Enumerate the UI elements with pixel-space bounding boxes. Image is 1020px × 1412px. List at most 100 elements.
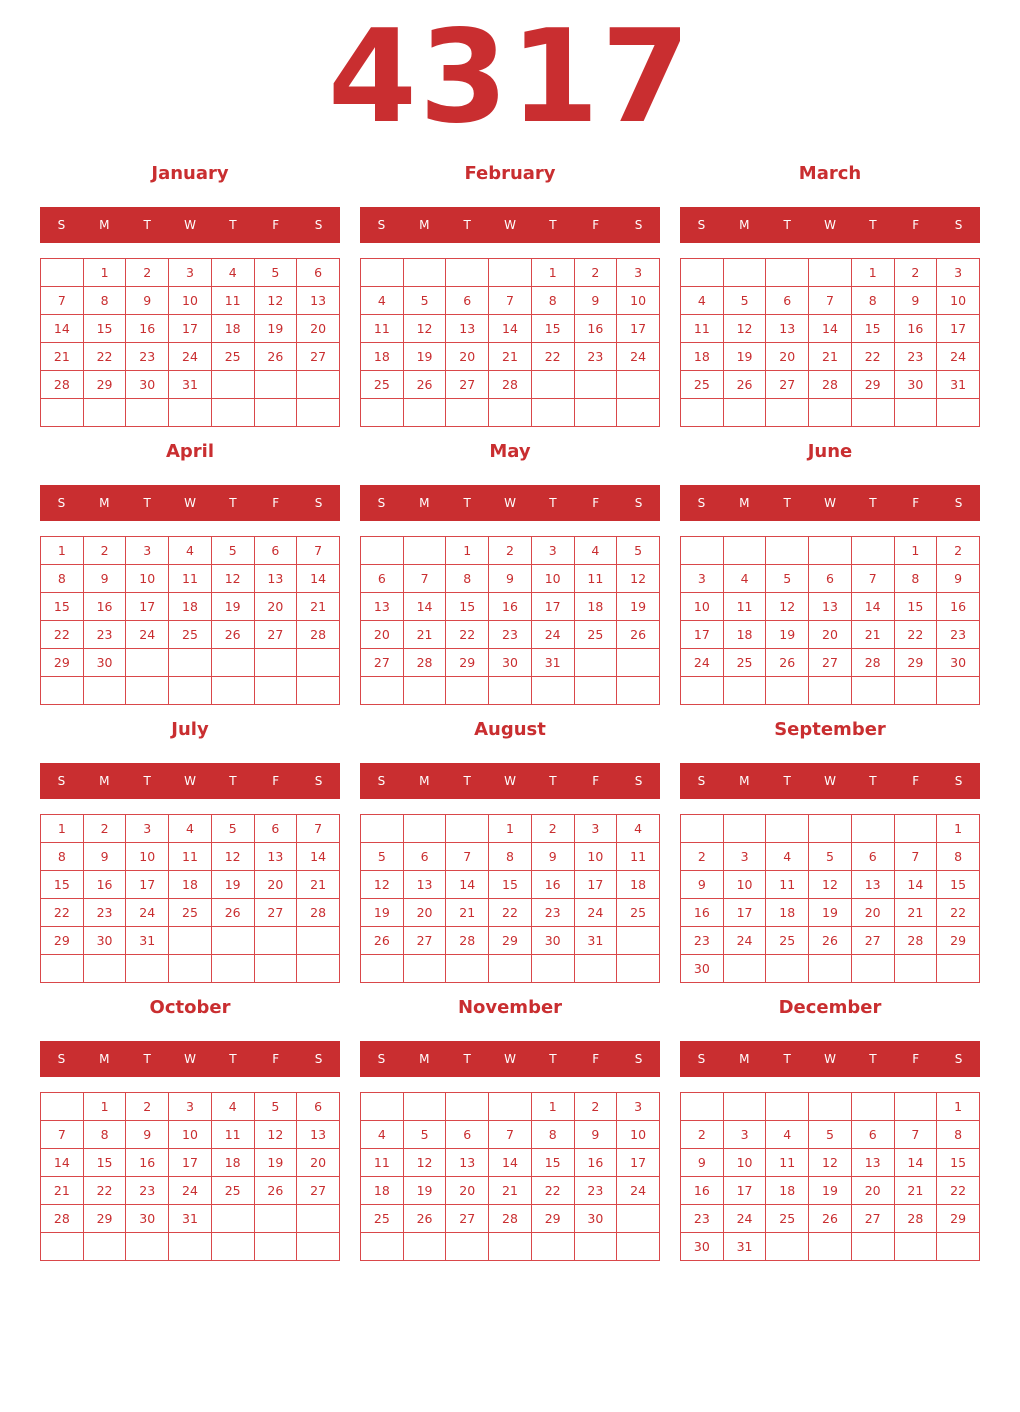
day-cell: 10 [168, 1120, 212, 1149]
day-cell: 1 [445, 536, 490, 565]
day-cell [488, 676, 532, 705]
week-row: 20 21 22 23 24 25 26 [360, 620, 660, 649]
day-cell [808, 536, 852, 565]
day-cell [253, 954, 298, 983]
day-cell: 17 [573, 870, 618, 899]
day-cell: 4 [360, 286, 404, 315]
day-cell: 22 [40, 620, 84, 649]
day-cell: 23 [936, 620, 980, 649]
day-cell: 28 [893, 926, 938, 955]
day-cell: 5 [722, 286, 767, 315]
day-cell [296, 1232, 340, 1261]
weekday-label: S [634, 774, 643, 788]
week-row: 21 22 23 24 25 26 27 [40, 1176, 340, 1205]
day-cell [573, 954, 618, 983]
weekday-label: F [592, 496, 600, 510]
day-cell: 19 [808, 898, 852, 927]
day-cell: 6 [253, 814, 298, 843]
day-cell: 9 [573, 286, 618, 315]
day-cell [893, 1092, 938, 1121]
day-cell [402, 676, 447, 705]
day-cell: 30 [936, 648, 980, 677]
week-row [40, 676, 340, 705]
day-cell [210, 954, 255, 983]
day-cell: 13 [850, 870, 895, 899]
day-cell [40, 1092, 84, 1121]
day-cell [765, 536, 810, 565]
day-cell: 23 [893, 342, 938, 371]
day-cell [82, 398, 127, 427]
day-cell: 5 [253, 1092, 298, 1121]
day-cell: 12 [210, 842, 255, 871]
month-november: November S M T W T F S 1 2 3 4 5 6 7 8 9 10 11 12 13 14 15 16 17… [360, 994, 660, 1264]
day-cell: 20 [850, 1176, 895, 1205]
month-may: May S M T W T F S 1 2 3 4 5 6 7 8 9 10 11 12 13 14 15 16 17 18 19 2… [360, 438, 660, 708]
week-row: 16 17 18 19 20 21 22 [680, 1176, 980, 1205]
day-cell [125, 398, 170, 427]
day-cell: 24 [125, 898, 170, 927]
day-cell: 18 [722, 620, 767, 649]
day-cell: 4 [680, 286, 724, 315]
day-cell [616, 398, 660, 427]
day-cell: 16 [893, 314, 938, 343]
weekday-label: S [314, 1052, 323, 1066]
weekday-label: T [783, 218, 791, 232]
day-cell: 2 [573, 258, 618, 287]
week-row [680, 676, 980, 705]
week-row: 18 19 20 21 22 23 24 [360, 1176, 660, 1205]
day-cell: 27 [808, 648, 852, 677]
day-cell: 16 [82, 592, 127, 621]
day-cell: 9 [680, 1148, 724, 1177]
day-cell: 16 [680, 1176, 724, 1205]
day-cell [722, 954, 767, 983]
week-row [40, 954, 340, 983]
month-april: April S M T W T F S 1 2 3 4 5 6 7 8 9 10 11 12 13 14 15 16 17 18 1… [40, 438, 340, 708]
year-title: 4317 [327, 3, 693, 152]
day-cell [936, 398, 980, 427]
day-cell [402, 398, 447, 427]
day-cell [616, 370, 660, 399]
weekday-label: F [912, 496, 920, 510]
day-cell: 6 [850, 842, 895, 871]
day-cell: 1 [530, 258, 575, 287]
day-cell [616, 926, 660, 955]
day-cell: 1 [893, 536, 938, 565]
weekday-label: M [739, 496, 750, 510]
month-september: September S M T W T F S 1 2 3 4 5 6 7 8 9 10 11 12 13 14 15 16 1… [680, 716, 980, 986]
day-cell: 6 [402, 842, 447, 871]
weekday-label: S [954, 496, 963, 510]
week-row: 8 9 10 11 12 13 14 [40, 842, 340, 871]
day-cell: 28 [445, 926, 490, 955]
day-cell: 1 [488, 814, 532, 843]
day-cell: 1 [40, 536, 84, 565]
day-cell: 12 [253, 1120, 298, 1149]
day-cell: 15 [82, 1148, 127, 1177]
week-row: 12 13 14 15 16 17 18 [360, 870, 660, 899]
day-cell: 27 [445, 1204, 490, 1233]
week-row [360, 954, 660, 983]
day-cell: 9 [680, 870, 724, 899]
day-cell: 24 [722, 1204, 767, 1233]
day-cell: 10 [573, 842, 618, 871]
day-cell: 2 [936, 536, 980, 565]
day-cell: 1 [530, 1092, 575, 1121]
day-cell: 8 [936, 842, 980, 871]
day-cell: 13 [296, 286, 340, 315]
day-cell [808, 814, 852, 843]
week-row: 9 10 11 12 13 14 15 [680, 870, 980, 899]
day-cell [765, 1232, 810, 1261]
day-cell [82, 954, 127, 983]
week-row: 9 10 11 12 13 14 15 [680, 1148, 980, 1177]
day-cell: 26 [616, 620, 660, 649]
day-cell: 20 [402, 898, 447, 927]
weekday-label: F [912, 1052, 920, 1066]
day-cell [253, 926, 298, 955]
day-cell [808, 398, 852, 427]
day-cell: 5 [360, 842, 404, 871]
day-cell: 30 [573, 1204, 618, 1233]
day-cell [168, 954, 212, 983]
day-cell: 26 [210, 620, 255, 649]
